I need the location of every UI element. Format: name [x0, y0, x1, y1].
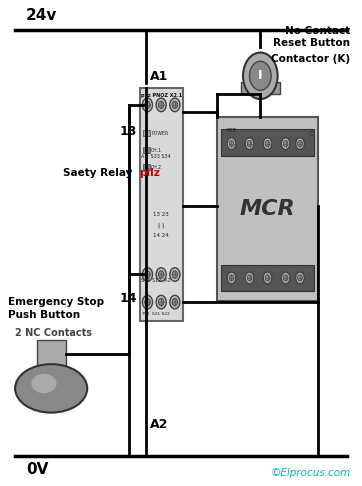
- Text: A2: A2: [150, 418, 168, 431]
- Text: | |: | |: [158, 222, 164, 227]
- Circle shape: [298, 140, 302, 147]
- Circle shape: [296, 272, 304, 284]
- Bar: [221, 265, 315, 292]
- Circle shape: [263, 138, 272, 150]
- Circle shape: [298, 275, 302, 281]
- Text: Emergency Stop
Push Button: Emergency Stop Push Button: [8, 297, 104, 320]
- Text: T14  S21 S22: T14 S21 S22: [141, 312, 170, 316]
- Circle shape: [281, 272, 290, 284]
- Circle shape: [296, 138, 304, 150]
- Circle shape: [145, 101, 150, 108]
- Bar: [37, 340, 66, 369]
- Text: C: C: [308, 131, 313, 138]
- Text: CH.2: CH.2: [151, 165, 162, 170]
- Circle shape: [156, 268, 166, 281]
- Ellipse shape: [31, 374, 56, 393]
- Circle shape: [247, 140, 252, 147]
- Circle shape: [142, 268, 152, 281]
- Bar: [143, 130, 150, 137]
- Circle shape: [249, 61, 271, 90]
- Circle shape: [170, 295, 180, 309]
- Circle shape: [245, 138, 254, 150]
- Bar: [143, 164, 150, 170]
- Circle shape: [227, 138, 236, 150]
- Text: No Contact
Reset Button: No Contact Reset Button: [273, 26, 350, 48]
- Circle shape: [145, 298, 150, 306]
- Text: S11 S12  A2: S11 S12 A2: [141, 278, 171, 283]
- Text: 13: 13: [119, 125, 137, 138]
- Circle shape: [170, 268, 180, 281]
- Circle shape: [283, 275, 288, 281]
- Circle shape: [172, 101, 178, 108]
- Circle shape: [281, 138, 290, 150]
- Text: 24v: 24v: [26, 7, 57, 22]
- Bar: [143, 147, 150, 154]
- Text: A1  S33 S34: A1 S33 S34: [141, 154, 171, 159]
- Circle shape: [172, 298, 178, 306]
- Ellipse shape: [15, 364, 87, 413]
- Circle shape: [229, 275, 234, 281]
- Circle shape: [159, 101, 164, 108]
- Text: Saety Relay: Saety Relay: [63, 168, 132, 178]
- Circle shape: [229, 140, 234, 147]
- Circle shape: [170, 98, 180, 112]
- Circle shape: [159, 298, 164, 306]
- Text: 13 23: 13 23: [153, 212, 169, 217]
- Text: POWER: POWER: [151, 131, 168, 136]
- Circle shape: [227, 272, 236, 284]
- Circle shape: [283, 140, 288, 147]
- Text: Contactor (K): Contactor (K): [272, 54, 350, 64]
- Text: ABB: ABB: [226, 127, 237, 133]
- Bar: [139, 88, 183, 321]
- Text: A1: A1: [150, 70, 168, 83]
- Text: pilz: pilz: [139, 168, 160, 178]
- Circle shape: [159, 271, 164, 278]
- Circle shape: [172, 271, 178, 278]
- Text: 2 NC Contacts: 2 NC Contacts: [15, 328, 92, 338]
- Bar: [240, 82, 280, 94]
- Text: 14 24: 14 24: [153, 233, 169, 238]
- Circle shape: [243, 52, 278, 99]
- Text: MCR: MCR: [240, 199, 295, 219]
- Circle shape: [142, 98, 152, 112]
- Circle shape: [265, 275, 270, 281]
- Text: 0V: 0V: [26, 462, 48, 477]
- Circle shape: [145, 271, 150, 278]
- Text: 14: 14: [119, 292, 137, 305]
- Circle shape: [265, 140, 270, 147]
- Text: pilz PNOZ X2.1: pilz PNOZ X2.1: [140, 93, 182, 98]
- Circle shape: [156, 295, 166, 309]
- Text: CH.1: CH.1: [151, 148, 162, 153]
- Text: I: I: [258, 69, 262, 82]
- Circle shape: [245, 272, 254, 284]
- Bar: [221, 129, 315, 156]
- Text: ©Elprocus.com: ©Elprocus.com: [270, 468, 350, 478]
- Circle shape: [156, 98, 166, 112]
- Bar: [217, 117, 318, 301]
- Circle shape: [247, 275, 252, 281]
- Circle shape: [142, 295, 152, 309]
- Circle shape: [263, 272, 272, 284]
